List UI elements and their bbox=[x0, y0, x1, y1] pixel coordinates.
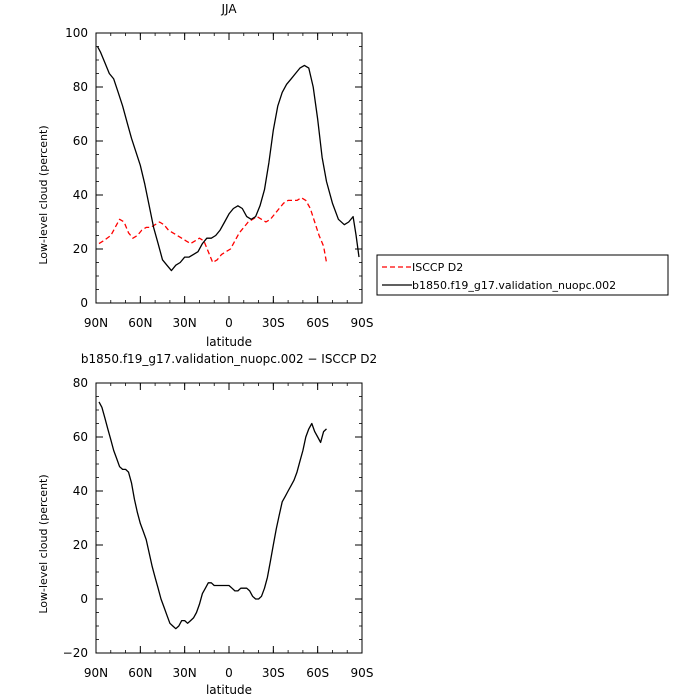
x-tick-label: 30S bbox=[262, 316, 285, 330]
legend-entry-model: b1850.f19_g17.validation_nuopc.002 bbox=[412, 279, 616, 292]
plot-frame bbox=[95, 382, 363, 654]
x-tick-label: 0 bbox=[225, 666, 233, 680]
bottom-chart-title: b1850.f19_g17.validation_nuopc.002 − ISC… bbox=[81, 352, 377, 366]
y-tick-label: 60 bbox=[73, 430, 88, 444]
y-tick-label: 40 bbox=[73, 188, 88, 202]
top-chart-title: JJA bbox=[220, 2, 237, 16]
top-x-axis-label: latitude bbox=[206, 335, 252, 349]
top-panel: JJA Low-level cloud (percent) latitude 9… bbox=[37, 2, 373, 349]
x-tick-label: 60N bbox=[128, 316, 152, 330]
y-tick-label: 0 bbox=[80, 592, 88, 606]
legend: ISCCP D2 b1850.f19_g17.validation_nuopc.… bbox=[376, 254, 669, 296]
bottom-x-axis-label: latitude bbox=[206, 683, 252, 697]
x-tick-label: 0 bbox=[225, 316, 233, 330]
x-tick-label: 90N bbox=[84, 666, 108, 680]
x-tick-label: 30S bbox=[262, 666, 285, 680]
y-tick-label: 100 bbox=[65, 26, 88, 40]
series-line-0 bbox=[98, 401, 327, 630]
y-tick-label: 0 bbox=[80, 296, 88, 310]
plot-frame bbox=[95, 32, 363, 304]
y-tick-label: 80 bbox=[73, 376, 88, 390]
legend-entry-isccp: ISCCP D2 bbox=[412, 261, 463, 274]
y-tick-label: 80 bbox=[73, 80, 88, 94]
y-tick-label: −20 bbox=[63, 646, 88, 660]
x-tick-label: 60S bbox=[306, 666, 329, 680]
x-tick-label: 90N bbox=[84, 316, 108, 330]
x-tick-label: 30N bbox=[173, 666, 197, 680]
series-line-1 bbox=[96, 46, 360, 272]
series-line-0 bbox=[98, 197, 328, 264]
y-tick-label: 20 bbox=[73, 538, 88, 552]
x-tick-label: 30N bbox=[173, 316, 197, 330]
top-y-axis-label: Low-level cloud (percent) bbox=[37, 125, 50, 264]
bottom-y-axis-label: Low-level cloud (percent) bbox=[37, 474, 50, 613]
y-tick-label: 20 bbox=[73, 242, 88, 256]
bottom-panel: b1850.f19_g17.validation_nuopc.002 − ISC… bbox=[37, 352, 377, 697]
x-tick-label: 60S bbox=[306, 316, 329, 330]
y-tick-label: 60 bbox=[73, 134, 88, 148]
x-tick-label: 60N bbox=[128, 666, 152, 680]
x-tick-label: 90S bbox=[351, 666, 374, 680]
y-tick-label: 40 bbox=[73, 484, 88, 498]
legend-box bbox=[376, 254, 669, 296]
x-tick-label: 90S bbox=[351, 316, 374, 330]
